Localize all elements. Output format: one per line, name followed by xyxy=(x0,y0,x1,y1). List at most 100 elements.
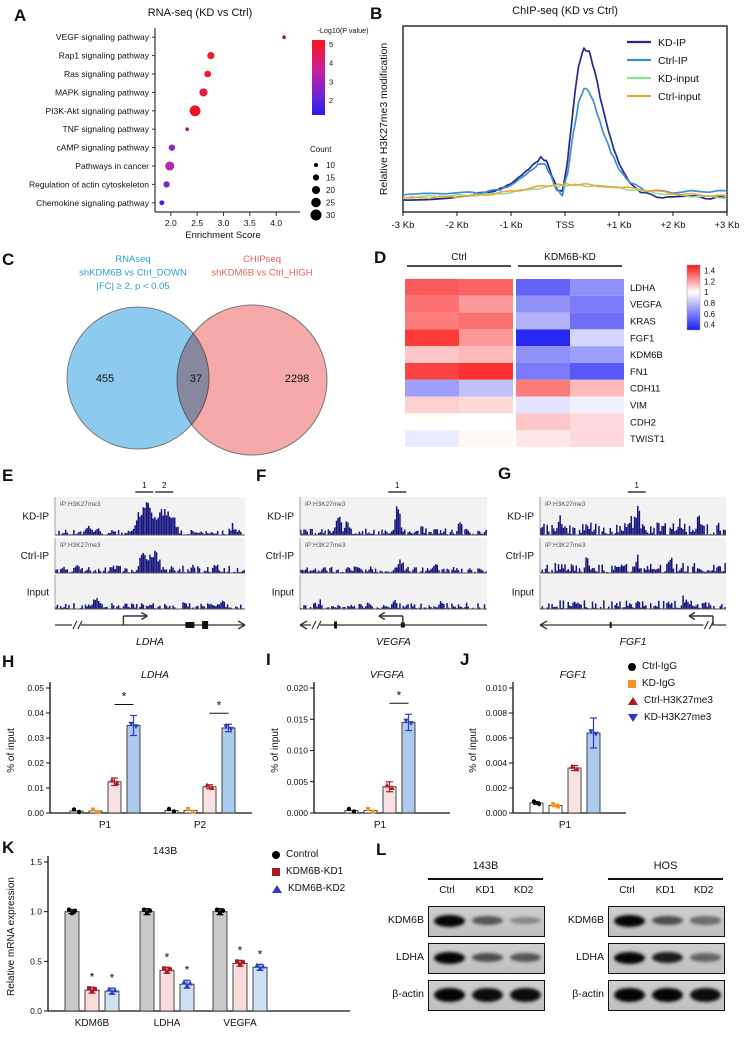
svg-text:LDHA: LDHA xyxy=(630,283,656,294)
svg-text:455: 455 xyxy=(96,373,114,385)
panel-a-label: A xyxy=(14,6,27,25)
legend-marker-triangle-up-icon xyxy=(628,696,638,705)
svg-text:PI3K-Akt signaling pathway: PI3K-Akt signaling pathway xyxy=(46,106,150,116)
svg-text:0.5: 0.5 xyxy=(30,956,42,966)
svg-text:Ctrl-IP: Ctrl-IP xyxy=(21,551,50,562)
svg-text:LDHA: LDHA xyxy=(141,669,169,681)
svg-text:0.01: 0.01 xyxy=(27,783,44,793)
panel-d-heatmap: LDHA VEGFA KRAS FGF1 KDM6B FN1 CDH11 VIM CDH2 TWI… xyxy=(405,252,716,447)
panel-l-westernblots: 143B Ctrl KD1 KD2 KDM6B LDHA β-actin HOS Ctrl KD1… xyxy=(375,838,749,1041)
svg-text:VEGFA: VEGFA xyxy=(630,300,662,311)
svg-text:0.005: 0.005 xyxy=(287,777,309,787)
svg-text:15: 15 xyxy=(326,174,335,183)
protein-label: LDHA xyxy=(575,951,604,963)
panel-d-label: D xyxy=(374,248,387,267)
svg-text:*: * xyxy=(258,947,263,961)
svg-text:-2 Kb: -2 Kb xyxy=(446,220,469,231)
panel-h-label: H xyxy=(2,652,15,671)
svg-text:P2: P2 xyxy=(194,820,207,831)
svg-text:KD-IP: KD-IP xyxy=(658,37,686,49)
svg-text:10: 10 xyxy=(326,161,335,170)
svg-text:Ctrl-IP: Ctrl-IP xyxy=(506,551,535,562)
svg-text:0.000: 0.000 xyxy=(486,808,508,818)
svg-text:Pathways in cancer: Pathways in cancer xyxy=(75,161,149,171)
svg-text:4.0: 4.0 xyxy=(270,218,282,228)
svg-text:TSS: TSS xyxy=(556,220,574,231)
legend-item: Ctrl-H3K27me3 xyxy=(628,694,713,707)
svg-text:0.010: 0.010 xyxy=(486,683,508,693)
panel-e-label: E xyxy=(2,466,14,485)
svg-text:CDH11: CDH11 xyxy=(630,384,660,395)
svg-text:0.000: 0.000 xyxy=(287,808,309,818)
protein-band xyxy=(434,914,465,927)
protein-band xyxy=(652,987,683,1002)
svg-text:Rap1 signaling pathway: Rap1 signaling pathway xyxy=(59,51,150,61)
protein-label: β-actin xyxy=(392,988,424,1000)
svg-text:Ras signaling pathway: Ras signaling pathway xyxy=(64,69,150,79)
protein-band xyxy=(652,915,683,926)
blot-HOS-KDM6B xyxy=(608,906,725,937)
svg-text:P1: P1 xyxy=(99,820,112,831)
protein-band xyxy=(690,987,721,1002)
protein-label: LDHA xyxy=(395,951,424,963)
protein-label: KDM6B xyxy=(387,914,424,926)
panel-l-label: L xyxy=(376,840,387,859)
svg-text:*: * xyxy=(122,690,127,704)
blot-143B-KDM6B xyxy=(428,906,545,937)
svg-text:TNF signaling pathway: TNF signaling pathway xyxy=(63,124,150,134)
svg-text:LDHA: LDHA xyxy=(136,636,164,648)
protein-band xyxy=(510,916,541,925)
svg-text:5: 5 xyxy=(329,40,333,49)
svg-text:IP:H3K27me3: IP:H3K27me3 xyxy=(545,501,586,508)
legend-label: KDM6B-KD2 xyxy=(288,883,346,894)
legend-label: Ctrl-H3K27me3 xyxy=(644,695,713,706)
svg-text:0.02: 0.02 xyxy=(27,758,44,768)
panel-c-venn: RNAseq shKDM6B vs Ctrl_DOWN |FC| ≥ 2, p < … xyxy=(66,254,328,456)
svg-text:0.00: 0.00 xyxy=(27,808,44,818)
chip-qpcr-legend: Ctrl-IgG KD-IgG Ctrl-H3K27me3 KD-H3K27me3 xyxy=(628,660,713,724)
svg-text:Chemokine signaling pathway: Chemokine signaling pathway xyxy=(36,198,150,208)
svg-text:Ctrl-IP: Ctrl-IP xyxy=(266,551,295,562)
protein-band xyxy=(614,951,645,964)
svg-text:1: 1 xyxy=(634,481,639,490)
svg-text:0.010: 0.010 xyxy=(287,746,309,756)
svg-text:shKDM6B vs Ctrl_HIGH: shKDM6B vs Ctrl_HIGH xyxy=(211,268,312,279)
svg-text:+2 Kb: +2 Kb xyxy=(660,220,685,231)
svg-text:-Log10(P value): -Log10(P value) xyxy=(317,26,368,35)
svg-text:Input: Input xyxy=(272,588,294,599)
svg-text:P1: P1 xyxy=(559,820,572,831)
panel-b-profile-chart: ChIP-seq (KD vs Ctrl) Relative H3K27me3 m… xyxy=(378,5,740,231)
legend-label: Control xyxy=(286,849,319,860)
svg-text:4: 4 xyxy=(329,59,333,68)
legend-marker-triangle-down-icon xyxy=(628,713,638,722)
svg-text:+1 Kb: +1 Kb xyxy=(606,220,631,231)
svg-text:IP:H3K27me3: IP:H3K27me3 xyxy=(545,542,586,549)
svg-text:*: * xyxy=(165,950,170,964)
svg-text:0.8: 0.8 xyxy=(704,299,716,308)
legend-label: KDM6B-KD1 xyxy=(286,866,344,877)
lane-label: KD1 xyxy=(475,885,496,896)
svg-text:|FC| ≥ 2, p < 0.05: |FC| ≥ 2, p < 0.05 xyxy=(96,281,169,292)
cell-line-header: 143B xyxy=(472,860,499,872)
svg-text:0.0: 0.0 xyxy=(30,1006,42,1016)
protein-label: KDM6B xyxy=(567,914,604,926)
svg-text:KDM6B: KDM6B xyxy=(630,350,663,361)
svg-text:IP:H3K27me3: IP:H3K27me3 xyxy=(60,542,101,549)
cell-line-header: HOS xyxy=(653,860,678,872)
svg-text:0.015: 0.015 xyxy=(287,714,309,724)
panel-g-tracks: IP:H3K27me3 KD-IP IP:H3K27me3 Ctrl-IP Input 1… xyxy=(506,481,726,648)
legend-marker-triangle-up-icon xyxy=(272,884,282,893)
svg-text:FGF1: FGF1 xyxy=(630,333,654,344)
svg-text:Ctrl: Ctrl xyxy=(451,252,467,263)
lane-label: KD2 xyxy=(693,885,714,896)
svg-text:CHIPseq: CHIPseq xyxy=(243,254,281,265)
svg-text:0.4: 0.4 xyxy=(704,321,716,330)
svg-text:0.05: 0.05 xyxy=(27,683,44,693)
svg-text:Regulation of actin cytoskelet: Regulation of actin cytoskeleton xyxy=(29,179,149,189)
legend-label: KD-H3K27me3 xyxy=(644,712,712,723)
legend-item: KD-H3K27me3 xyxy=(628,711,713,724)
svg-text:IP:H3K27me3: IP:H3K27me3 xyxy=(305,542,346,549)
blot-HOS-β-actin xyxy=(608,980,725,1011)
svg-text:VFGFA: VFGFA xyxy=(370,669,404,681)
svg-text:FGF1: FGF1 xyxy=(620,636,647,648)
